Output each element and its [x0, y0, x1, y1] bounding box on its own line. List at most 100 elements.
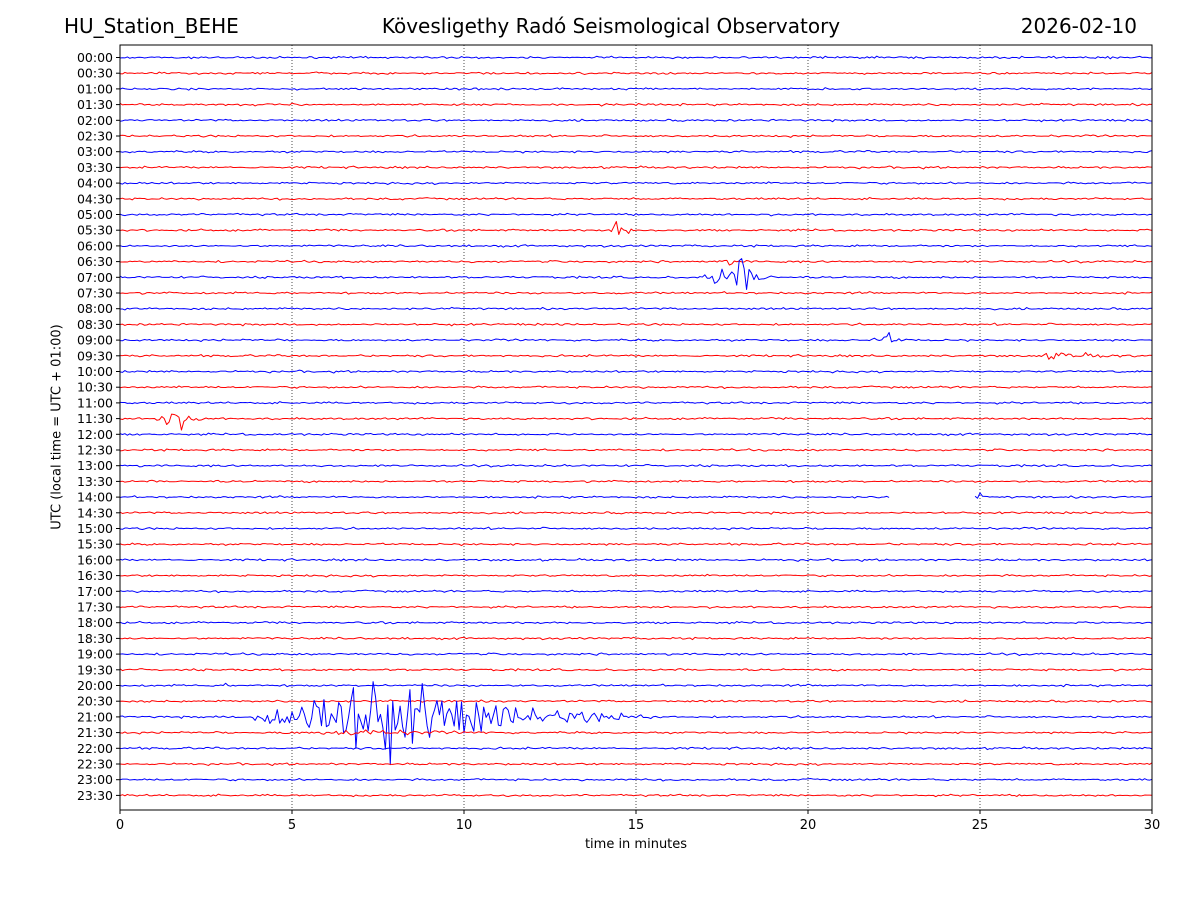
trace-0130: [120, 102, 1152, 107]
y-tick-label: 04:30: [77, 191, 113, 206]
y-tick-label: 19:30: [77, 662, 113, 677]
y-tick-label: 23:30: [77, 788, 113, 803]
trace-1200: [120, 432, 1152, 437]
trace-0000: [120, 55, 1152, 60]
y-tick-label: 16:00: [77, 552, 113, 567]
trace-2100: [120, 681, 1152, 766]
trace-1630: [120, 573, 1152, 578]
y-tick-label: 11:30: [77, 411, 113, 426]
y-tick-label: 18:00: [77, 615, 113, 630]
x-axis-label: time in minutes: [584, 837, 688, 852]
y-tick-label: 05:00: [77, 207, 113, 222]
x-tick-label: 25: [972, 818, 989, 833]
y-tick-label: 01:30: [77, 97, 113, 112]
trace-1000: [120, 369, 1152, 374]
y-tick-label: 20:30: [77, 694, 113, 709]
trace-0100: [120, 87, 1152, 91]
trace-0430: [120, 197, 1152, 201]
trace-1830: [120, 636, 1152, 641]
trace-2200: [120, 746, 1152, 751]
trace-0600: [120, 244, 1152, 248]
y-tick-label: 21:00: [77, 709, 113, 724]
station-name: HU_Station_BEHE: [64, 14, 239, 38]
y-tick-label: 17:00: [77, 584, 113, 599]
x-tick-label: 10: [456, 818, 473, 833]
trace-0630: [120, 259, 1152, 266]
x-tick-label: 15: [628, 818, 645, 833]
trace-1130: [120, 413, 1152, 431]
y-tick-label: 12:30: [77, 443, 113, 458]
y-tick-label: 13:00: [77, 458, 113, 473]
y-tick-label: 03:00: [77, 144, 113, 159]
trace-0230: [120, 134, 1152, 138]
y-tick-label: 09:30: [77, 348, 113, 363]
trace-1230: [120, 448, 1152, 452]
trace-1330: [120, 479, 1152, 484]
trace-1500: [120, 526, 1152, 531]
trace-1400: [120, 492, 1152, 499]
grid-lines: [291, 45, 981, 810]
y-tick-label: 15:00: [77, 521, 113, 536]
trace-1730: [120, 605, 1152, 609]
trace-0930: [120, 352, 1152, 360]
y-tick-label: 06:00: [77, 238, 113, 253]
trace-0730: [120, 291, 1152, 295]
trace-0830: [120, 322, 1152, 327]
y-tick-label: 07:00: [77, 270, 113, 285]
y-tick-label: 00:30: [77, 66, 113, 81]
y-tick-label: 03:30: [77, 160, 113, 175]
trace-1030: [120, 385, 1152, 390]
y-tick-label: 18:30: [77, 631, 113, 646]
trace-0200: [120, 118, 1152, 123]
trace-2030: [120, 699, 1152, 703]
trace-0500: [120, 212, 1152, 217]
y-tick-label: 05:30: [77, 223, 113, 238]
trace-1900: [120, 652, 1152, 656]
trace-1700: [120, 589, 1152, 594]
y-tick-label: 15:30: [77, 537, 113, 552]
trace-0300: [120, 149, 1152, 154]
y-tick-label: 10:30: [77, 380, 113, 395]
record-date: 2026-02-10: [1020, 14, 1137, 38]
y-tick-label: 04:00: [77, 176, 113, 191]
y-tick-label: 02:30: [77, 129, 113, 144]
x-tick-label: 0: [116, 818, 124, 833]
y-tick-label: 11:00: [77, 395, 113, 410]
trace-2300: [120, 778, 1152, 782]
y-tick-label: 06:30: [77, 254, 113, 269]
trace-2330: [120, 793, 1152, 798]
trace-0800: [120, 306, 1152, 311]
trace-1930: [120, 668, 1152, 672]
y-tick-label: 21:30: [77, 725, 113, 740]
y-tick-label: 02:00: [77, 113, 113, 128]
y-tick-label: 00:00: [77, 50, 113, 65]
trace-2130: [120, 729, 1152, 736]
y-tick-label: 08:30: [77, 317, 113, 332]
y-axis: 00:0000:3001:0001:3002:0002:3003:0003:30…: [77, 50, 120, 803]
y-tick-label: 19:00: [77, 647, 113, 662]
trace-2000: [120, 682, 1152, 688]
y-tick-label: 13:30: [77, 474, 113, 489]
trace-1430: [120, 511, 1152, 515]
trace-1530: [120, 542, 1152, 547]
trace-1800: [120, 620, 1152, 625]
y-tick-label: 14:00: [77, 490, 113, 505]
y-tick-label: 12:00: [77, 427, 113, 442]
chart-title: Kövesligethy Radó Seismological Observat…: [381, 14, 841, 38]
x-tick-label: 5: [288, 818, 296, 833]
y-tick-label: 17:30: [77, 600, 113, 615]
y-tick-label: 22:30: [77, 757, 113, 772]
y-tick-label: 10:00: [77, 364, 113, 379]
x-axis: 0 5 10 15 20 25 30: [116, 810, 1160, 833]
y-tick-label: 09:00: [77, 333, 113, 348]
y-tick-label: 08:00: [77, 301, 113, 316]
trace-0030: [120, 71, 1152, 75]
trace-0700: [120, 258, 1152, 290]
trace-0330: [120, 165, 1152, 170]
x-tick-label: 20: [800, 818, 817, 833]
y-tick-label: 14:30: [77, 505, 113, 520]
y-tick-label: 16:30: [77, 568, 113, 583]
y-tick-label: 23:00: [77, 772, 113, 787]
y-tick-label: 01:00: [77, 81, 113, 96]
y-tick-label: 20:00: [77, 678, 113, 693]
